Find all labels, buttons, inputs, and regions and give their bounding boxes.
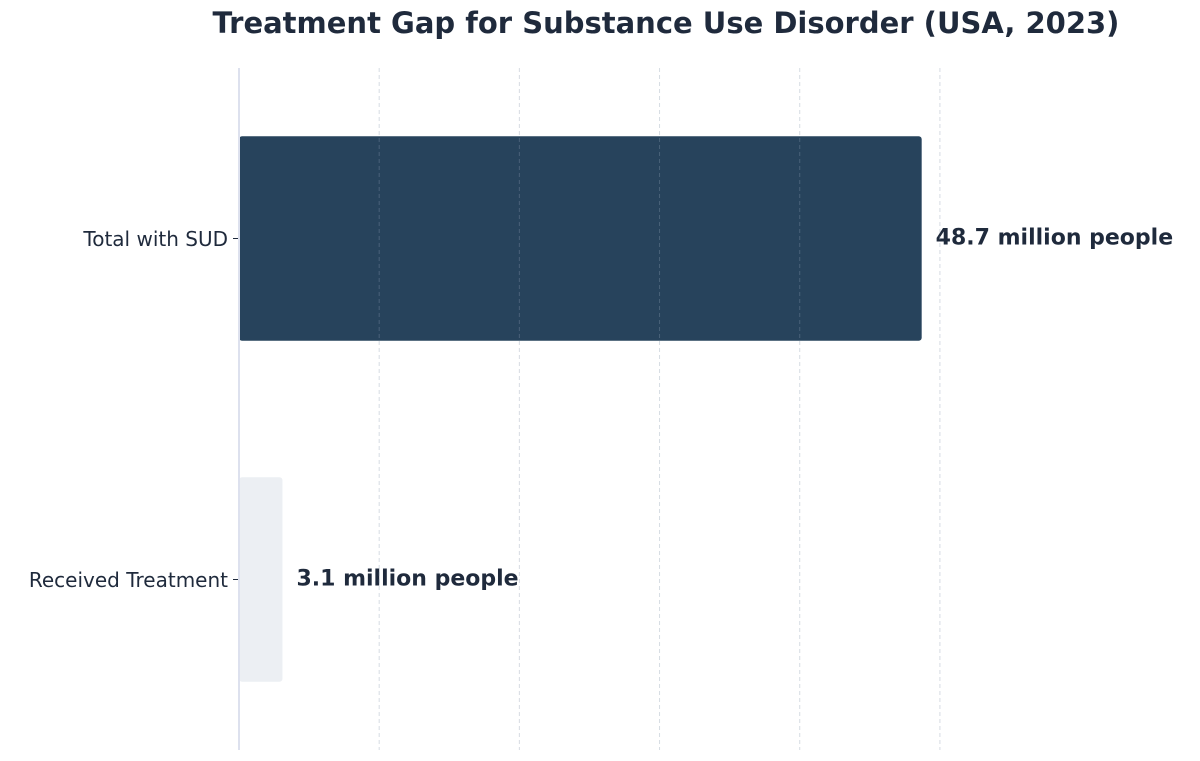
bar	[239, 477, 283, 682]
chart-title: Treatment Gap for Substance Use Disorder…	[213, 6, 1120, 40]
y-tick-label: Total with SUD	[82, 227, 228, 251]
bar	[239, 136, 922, 341]
y-tick-label: Received Treatment	[29, 568, 228, 592]
value-label: 48.7 million people	[936, 226, 1173, 251]
value-label: 3.1 million people	[296, 567, 518, 592]
